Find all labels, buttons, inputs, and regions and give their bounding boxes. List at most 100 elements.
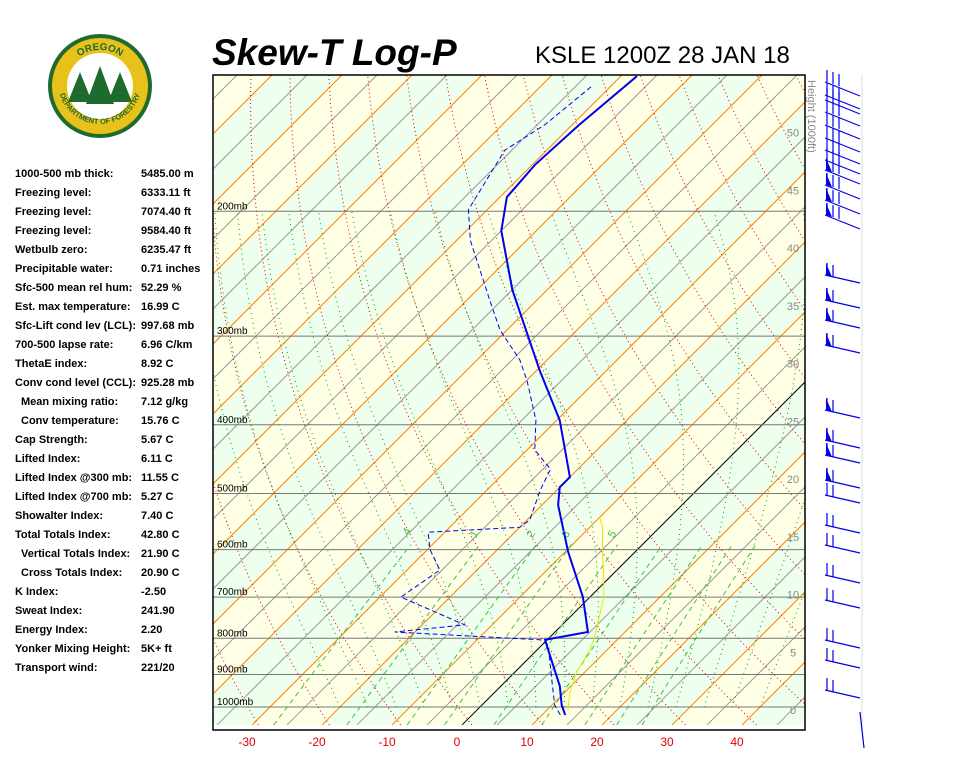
temperature-profile [500,75,638,716]
height-tick-label: 15 [787,532,799,544]
mixing-ratio-line [616,544,733,726]
stat-value: 9584.40 ft [141,225,192,237]
temperature-band [213,102,805,725]
stat-row: Freezing level: 7074.40 ft [15,206,200,225]
stat-value: 6.11 C [141,453,173,465]
stat-label: Est. max temperature: [15,301,131,313]
isotherm-line [213,75,378,240]
mixing-ratio-line [273,544,412,726]
pressure-label: 300mb [217,326,248,337]
stat-label: Lifted Index @300 mb: [15,472,133,484]
wind-barb-staff [824,184,861,200]
wind-barb-pennant [826,428,832,442]
moist-adiabat [675,211,740,708]
temperature-tick-label: 30 [660,735,674,749]
dry-adiabat [795,75,805,95]
isotherm-line [0,54,48,725]
pressure-label: 800mb [217,628,248,639]
logo-text-top: OREGON [75,42,125,59]
isotherm-line [213,75,763,625]
wind-barb-pennant [826,158,832,172]
stat-row: Est. max temperature: 16.99 C [15,301,200,320]
wind-barb-staff [824,124,861,140]
stat-value: 52.29 % [141,282,182,294]
isotherm-line [213,75,588,450]
wind-barb-pennant [826,468,832,482]
mixing-ratio-label: 2 [525,529,538,540]
stat-value: 7.40 C [141,510,174,522]
stat-value: 997.68 mb [141,320,195,332]
stat-label: 700-500 lapse rate: [15,339,114,351]
temperature-band [213,75,805,695]
wind-barb-staff [824,111,861,127]
temperature-band [812,54,960,725]
mixing-ratio-line [493,544,619,726]
isotherm-line [0,54,188,725]
stat-label: Precipitable water: [15,263,113,275]
stat-value: 0.71 inches [141,263,201,275]
station-time: KSLE 1200Z 28 JAN 18 [535,42,790,69]
isotherm-line [566,486,805,726]
stat-row: Total Totals Index: 42.80 C [15,529,200,548]
dry-adiabat [484,75,805,641]
stat-value: 11.55 C [141,472,179,484]
moist-adiabat [434,211,566,708]
temperature-tick-label: 10 [520,735,534,749]
stat-label: Mean mixing ratio: [21,396,119,408]
isotherm-line [601,521,805,726]
stat-row: Sfc-Lift cond lev (LCL): 997.68 mb [15,320,200,339]
stat-value: 5.67 C [141,434,174,446]
wind-barb-pennant [826,308,832,322]
wind-barb [824,443,861,464]
wind-barb [824,138,861,165]
isotherm-line [812,54,960,725]
isotherm-line [0,54,13,725]
pressure-label: 200mb [217,201,248,212]
stat-row: ThetaE index: 8.92 C [15,358,200,377]
height-tick-label: 40 [787,243,799,255]
pressure-label: 500mb [217,484,248,495]
wind-barb [824,158,861,185]
isotherm-line [496,416,805,726]
wind-barb [824,126,861,153]
stat-label: Cross Totals Index: [21,567,123,579]
stat-row: Mean mixing ratio: 7.12 g/kg [15,396,200,415]
isotherm-line [0,54,118,725]
stat-row: Yonker Mixing Height: 5K+ ft [15,643,200,662]
height-tick-label: 30 [787,359,799,371]
stat-row: Energy Index: 2.20 [15,624,200,643]
svg-text:OREGON: OREGON [75,42,125,59]
isotherm-line [213,75,798,660]
isotherm-line [391,311,805,726]
stat-value: 5.27 C [141,491,174,503]
stat-value: 5K+ ft [141,643,172,655]
dry-adiabat [213,637,259,726]
wind-barb-pennant [826,173,832,187]
wind-barb [824,88,861,115]
wind-barb [824,588,861,609]
moist-adiabat [261,211,425,708]
moist-adiabat [317,211,481,708]
stat-value: 16.99 C [141,301,180,313]
stat-value: 15.76 C [141,415,180,427]
stat-label: Lifted Index: [15,453,81,465]
wind-barb [824,70,861,97]
stat-label: Conv temperature: [21,415,119,427]
stat-label: Sweat Index: [15,605,83,617]
isotherm-line [356,276,805,726]
wind-barb [824,263,861,284]
stat-label: Wetbulb zero: [15,244,88,256]
dry-adiabat [824,54,960,725]
stat-row: Showalter Index: 7.40 C [15,510,200,529]
wind-barb [824,203,861,230]
stat-label: Showalter Index: [15,510,104,522]
dry-adiabat [939,54,960,725]
stat-row: Conv temperature: 15.76 C [15,415,200,434]
stat-value: 5485.00 m [141,168,194,180]
stat-row: Precipitable water: 0.71 inches [15,263,200,282]
parcel-profile [567,517,605,711]
wind-barb [824,513,861,534]
stat-row: Cross Totals Index: 20.90 C [15,567,200,586]
stat-value: -2.50 [141,586,167,598]
